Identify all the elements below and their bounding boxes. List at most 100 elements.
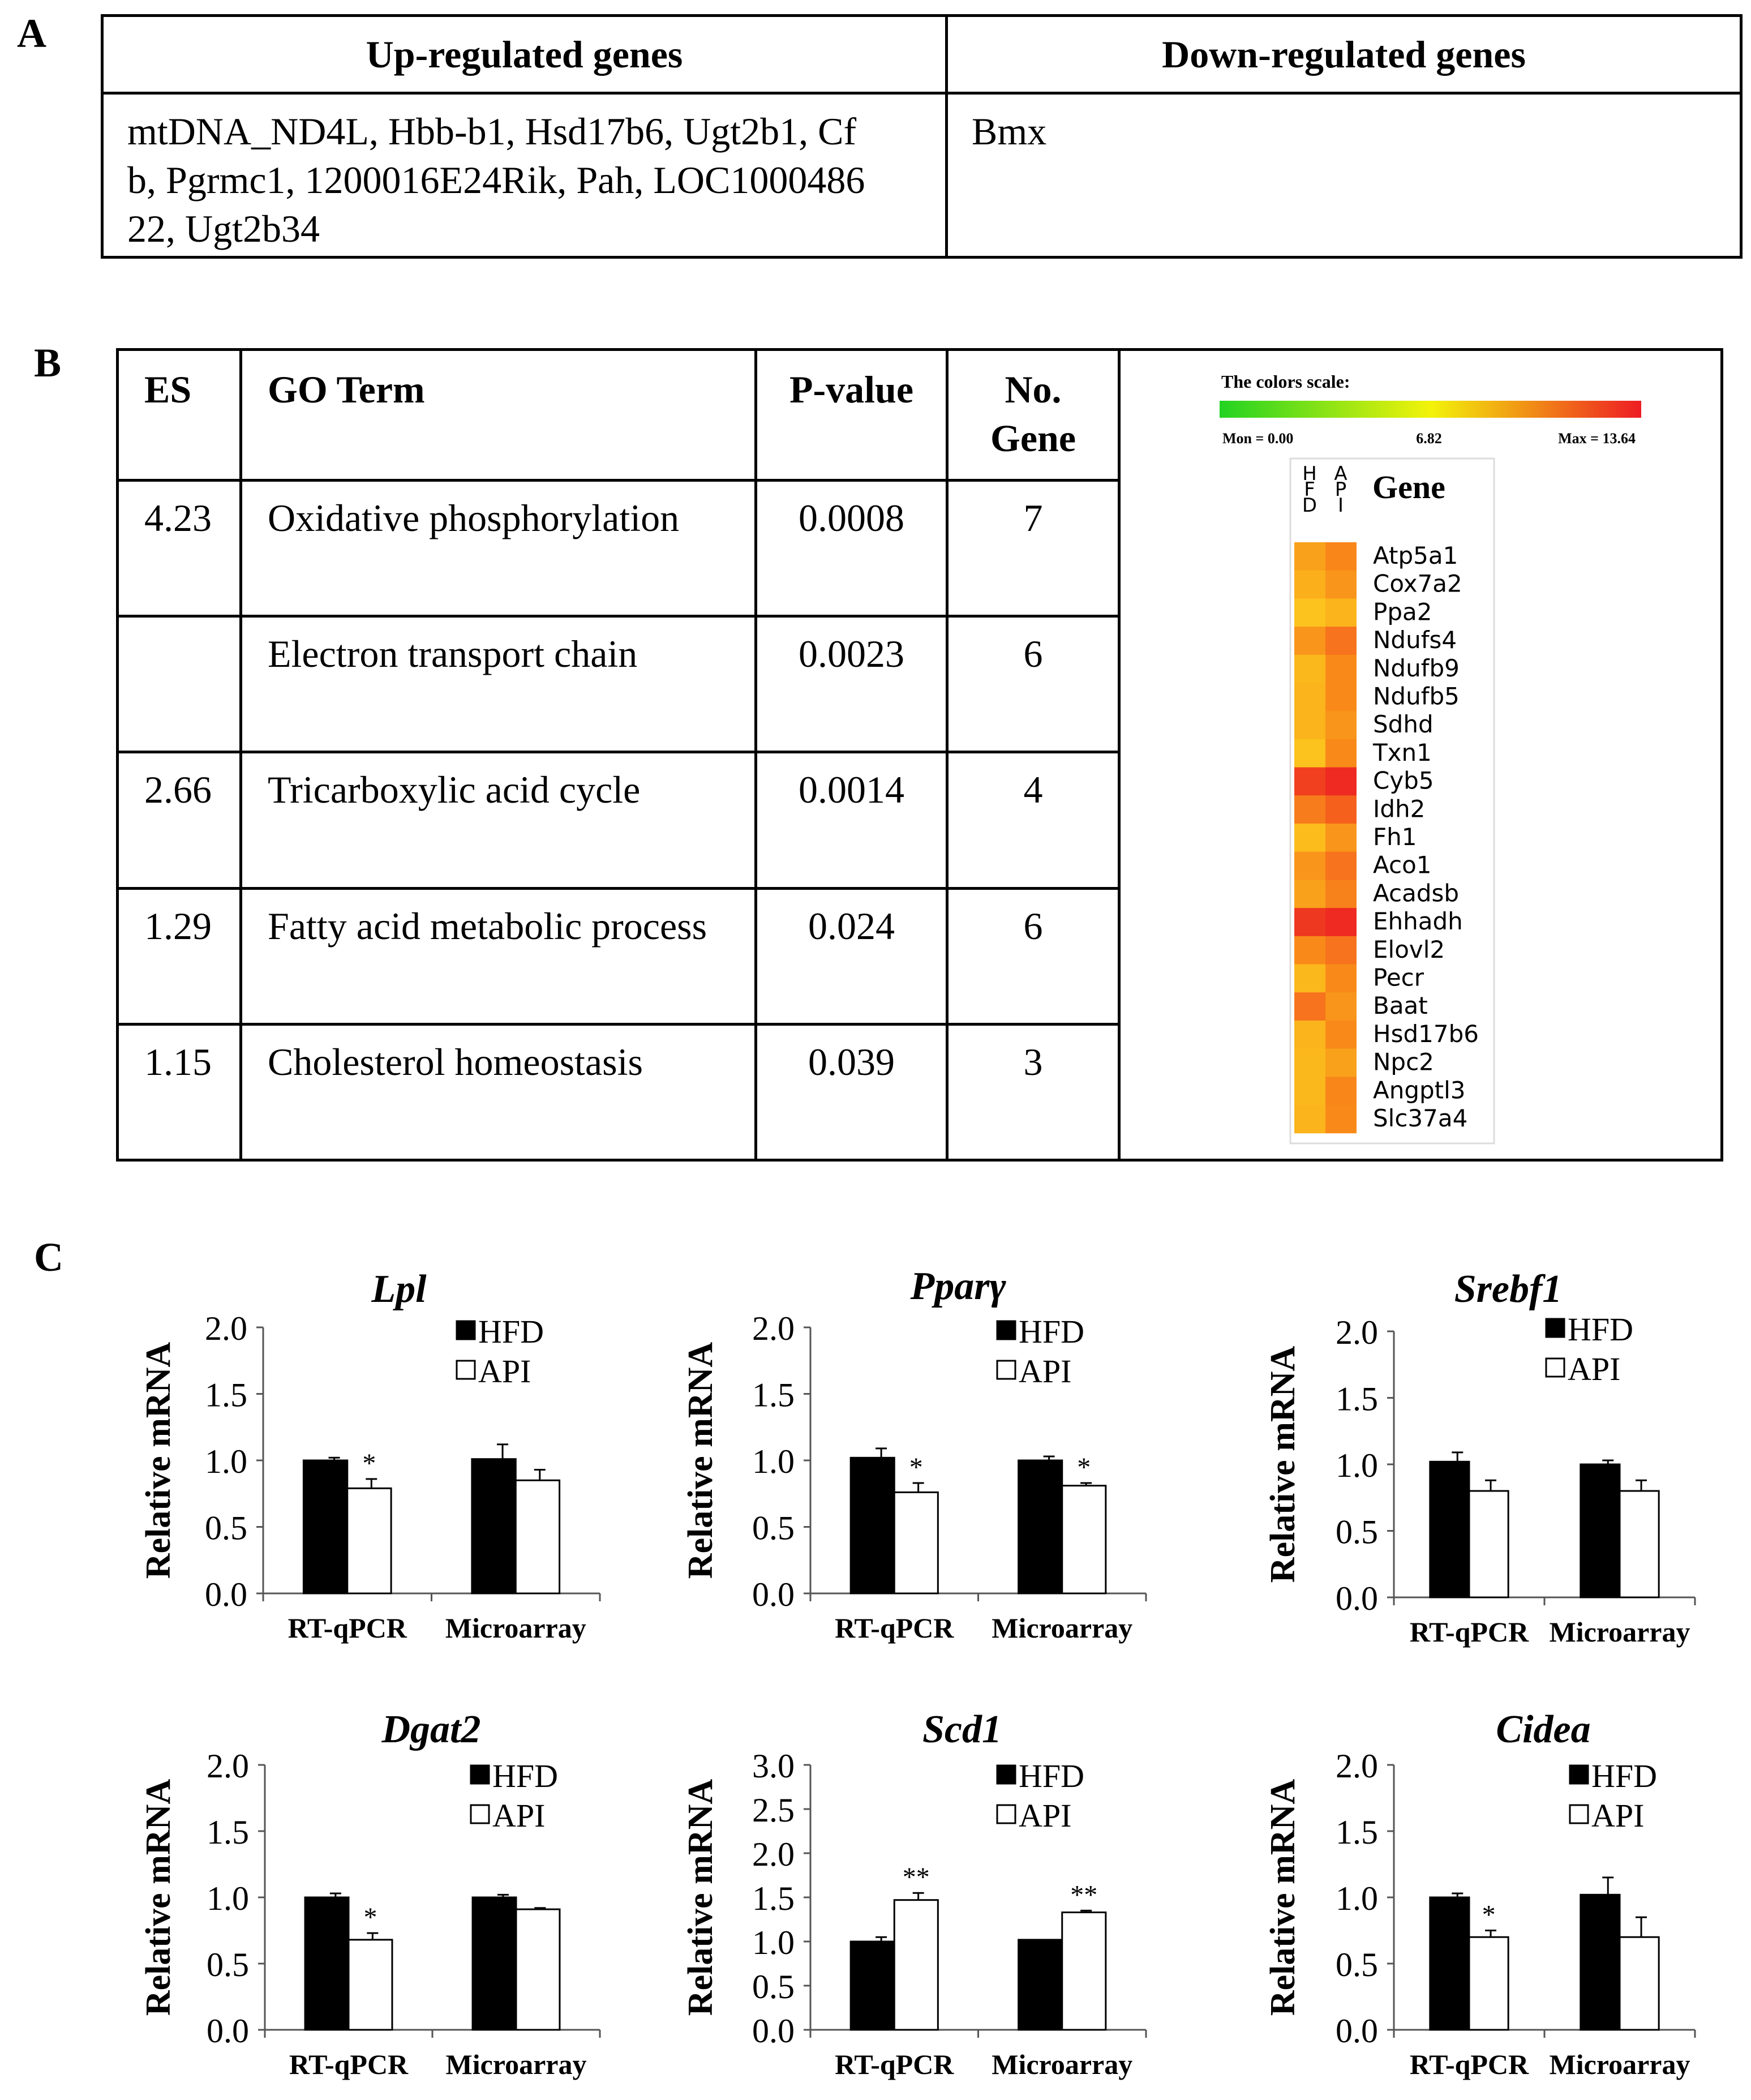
p-value-cell: 0.0014	[754, 751, 949, 890]
y-tick-label: 0.0	[752, 1576, 795, 1613]
x-category-label: RT-qPCR	[1410, 2048, 1529, 2080]
gene-count-cell: 4	[946, 751, 1121, 890]
x-category-label: Microarray	[992, 1612, 1132, 1644]
heatmap-cell-hfd	[1294, 542, 1325, 571]
heatmap-cell-hfd	[1294, 627, 1325, 655]
p-value-cell: 0.039	[754, 1022, 949, 1162]
table-row: 2.66 Tricarboxylic acid cycle 0.0014 4	[116, 751, 1121, 890]
y-tick-label: 1.0	[752, 1924, 795, 1961]
heatmap-cell-api	[1325, 711, 1357, 740]
y-tick-label: 1.0	[207, 1880, 249, 1917]
bar-api	[893, 1491, 939, 1595]
y-tick-label: 1.5	[207, 1814, 249, 1851]
chart-title: Srebf1	[1454, 1267, 1563, 1311]
y-tick-label: 0.5	[205, 1510, 247, 1547]
heatmap-gene-label: Pecr	[1373, 964, 1424, 992]
p-value-cell: 0.0023	[754, 615, 949, 754]
y-tick-label: 2.0	[1336, 1314, 1378, 1351]
gene-count-header: No. Gene	[946, 348, 1121, 482]
heatmap-cell-api	[1325, 1077, 1357, 1105]
p-value-header: P-value	[754, 348, 949, 482]
y-axis-label: Relative mRNA	[1264, 1346, 1302, 1583]
heatmap-gene-label: Ppa2	[1373, 598, 1432, 625]
heatmap-gene-label: Aco1	[1373, 851, 1432, 879]
heatmap-cell-hfd	[1294, 739, 1325, 768]
y-tick-label: 0.5	[752, 1510, 795, 1547]
heatmap-gene-label: Ndufb9	[1373, 654, 1460, 682]
y-tick-label: 0.0	[752, 2012, 795, 2050]
x-category-label: RT-qPCR	[288, 1612, 407, 1644]
go-term-cell: Tricarboxylic acid cycle	[239, 751, 757, 890]
color-scale-bar	[1220, 401, 1641, 418]
heatmap-gene-label: Txn1	[1372, 739, 1432, 766]
y-tick-label: 1.5	[205, 1377, 247, 1414]
y-tick-label: 1.0	[205, 1443, 247, 1480]
legend-label-hfd: HFD	[1019, 1758, 1084, 1794]
es-header: ES	[116, 348, 242, 482]
heatmap-cell-hfd	[1294, 570, 1325, 599]
bar-hfd	[849, 1456, 895, 1595]
es-cell: 4.23	[116, 478, 242, 618]
legend-swatch-hfd	[470, 1764, 490, 1785]
table-row: 1.15 Cholesterol homeostasis 0.039 3	[116, 1022, 1121, 1162]
bar-hfd	[1580, 1463, 1621, 1598]
heatmap-cell-api	[1325, 880, 1357, 908]
heatmap-gene-label: Cyb5	[1373, 767, 1434, 795]
bar-api	[1468, 1490, 1509, 1598]
heatmap-cell-api	[1325, 570, 1357, 599]
legend-label-api: API	[492, 1797, 545, 1834]
y-axis-label: Relative mRNA	[681, 1342, 720, 1579]
es-cell: 2.66	[116, 751, 242, 890]
y-axis-label: Relative mRNA	[1264, 1779, 1302, 2016]
x-category-label: RT-qPCR	[1410, 1616, 1529, 1648]
legend-label-api: API	[1019, 1797, 1071, 1834]
heatmap-cell-api	[1325, 851, 1357, 880]
y-axis-label: Relative mRNA	[681, 1779, 720, 2016]
y-tick-label: 3.0	[752, 1747, 795, 1785]
heatmap-cell-api	[1325, 908, 1357, 937]
heatmap-cell-hfd	[1294, 992, 1325, 1021]
y-tick-label: 0.5	[1336, 1946, 1378, 1983]
panel-label-a: A	[17, 11, 46, 56]
heatmap-gene-label: Angptl3	[1373, 1076, 1466, 1104]
es-cell: 1.15	[116, 1022, 242, 1162]
legend-swatch-hfd	[996, 1764, 1016, 1785]
chart-title: Pparγ	[909, 1265, 1006, 1308]
heatmap-column-label: I	[1338, 494, 1344, 517]
bar-api	[1061, 1912, 1107, 2031]
gene-count-cell: 6	[946, 615, 1121, 754]
chart-title: Dgat2	[381, 1708, 481, 1751]
legend-swatch-hfd	[1545, 1318, 1565, 1338]
heatmap-gene-label: Fh1	[1373, 823, 1417, 851]
gene-count-cell: 7	[946, 478, 1121, 618]
bar-api	[346, 1487, 392, 1595]
x-category-label: Microarray	[445, 1612, 586, 1644]
x-category-label: RT-qPCR	[289, 2048, 409, 2080]
up-regulated-genes-cell: mtDNA_ND4L, Hbb-b1, Hsd17b6, Ugt2b1, Cf …	[101, 92, 948, 259]
legend-swatch-hfd	[1569, 1764, 1589, 1785]
heatmap-cell-api	[1325, 1048, 1357, 1077]
heatmap-cell-hfd	[1294, 1105, 1325, 1134]
heatmap-cell-hfd	[1294, 795, 1325, 824]
heatmap-gene-label: Slc37a4	[1373, 1104, 1467, 1132]
significance-marker: **	[903, 1862, 930, 1892]
go-term-cell: Electron transport chain	[239, 615, 757, 754]
legend-label-api: API	[1019, 1353, 1071, 1390]
x-category-label: Microarray	[1550, 1616, 1690, 1648]
heatmap-gene-label: Ndufs4	[1373, 626, 1457, 654]
color-scale-min-label: Mon = 0.00	[1222, 430, 1293, 447]
gene-column-header: Gene	[1372, 469, 1445, 505]
heatmap-cell-hfd	[1294, 908, 1325, 937]
legend-swatch-hfd	[996, 1320, 1016, 1340]
legend-swatch-api	[456, 1360, 476, 1380]
bar-api	[1061, 1485, 1107, 1595]
heatmap-column-label: D	[1302, 494, 1317, 517]
go-term-table: ES GO Term P-value No. Gene 4.23 Oxidati…	[116, 348, 1121, 1162]
heatmap-gene-label: Sdhd	[1373, 710, 1434, 738]
down-regulated-header: Down-regulated genes	[945, 14, 1743, 95]
significance-marker: *	[363, 1902, 377, 1932]
heatmap-gene-label: Idh2	[1373, 795, 1425, 822]
heatmap-cell-hfd	[1294, 598, 1325, 627]
y-tick-label: 1.5	[752, 1880, 795, 1917]
go-term-cell: Fatty acid metabolic process	[239, 886, 757, 1026]
